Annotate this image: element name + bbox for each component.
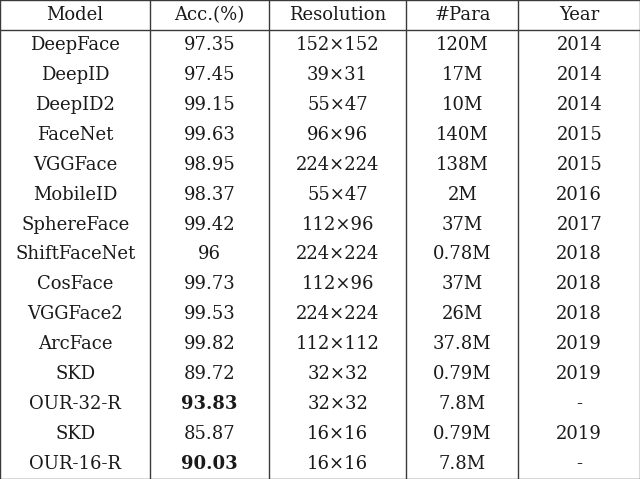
Text: Acc.(%): Acc.(%) <box>175 6 244 24</box>
Text: 98.37: 98.37 <box>184 185 236 204</box>
Text: 2014: 2014 <box>556 36 602 54</box>
Text: 96×96: 96×96 <box>307 125 368 144</box>
Text: Resolution: Resolution <box>289 6 386 24</box>
Text: DeepFace: DeepFace <box>30 36 120 54</box>
Text: 16×16: 16×16 <box>307 425 368 443</box>
Text: DeepID: DeepID <box>41 66 109 84</box>
Text: 99.42: 99.42 <box>184 216 236 234</box>
Text: 98.95: 98.95 <box>184 156 236 174</box>
Text: 10M: 10M <box>442 96 483 114</box>
Text: DeepID2: DeepID2 <box>35 96 115 114</box>
Text: MobileID: MobileID <box>33 185 117 204</box>
Text: Model: Model <box>47 6 104 24</box>
Text: 16×16: 16×16 <box>307 455 368 473</box>
Text: 2015: 2015 <box>556 156 602 174</box>
Text: 17M: 17M <box>442 66 483 84</box>
Text: 2015: 2015 <box>556 125 602 144</box>
Text: 0.79M: 0.79M <box>433 425 492 443</box>
Text: 2017: 2017 <box>556 216 602 234</box>
Text: SKD: SKD <box>55 365 95 383</box>
Text: CosFace: CosFace <box>37 275 113 294</box>
Text: 39×31: 39×31 <box>307 66 368 84</box>
Text: 2014: 2014 <box>556 96 602 114</box>
Text: 224×224: 224×224 <box>296 305 380 323</box>
Text: SphereFace: SphereFace <box>21 216 129 234</box>
Text: VGGFace2: VGGFace2 <box>28 305 123 323</box>
Text: 2018: 2018 <box>556 275 602 294</box>
Text: 32×32: 32×32 <box>307 365 368 383</box>
Text: 37M: 37M <box>442 216 483 234</box>
Text: VGGFace: VGGFace <box>33 156 117 174</box>
Text: 7.8M: 7.8M <box>439 455 486 473</box>
Text: 55×47: 55×47 <box>307 185 368 204</box>
Text: -: - <box>576 455 582 473</box>
Text: 7.8M: 7.8M <box>439 395 486 413</box>
Text: 224×224: 224×224 <box>296 156 380 174</box>
Text: 138M: 138M <box>436 156 489 174</box>
Text: 99.63: 99.63 <box>184 125 236 144</box>
Text: FaceNet: FaceNet <box>37 125 113 144</box>
Text: SKD: SKD <box>55 425 95 443</box>
Text: 37M: 37M <box>442 275 483 294</box>
Text: 0.79M: 0.79M <box>433 365 492 383</box>
Text: 2018: 2018 <box>556 245 602 263</box>
Text: ArcFace: ArcFace <box>38 335 113 354</box>
Text: 32×32: 32×32 <box>307 395 368 413</box>
Text: 99.73: 99.73 <box>184 275 236 294</box>
Text: 224×224: 224×224 <box>296 245 380 263</box>
Text: 112×96: 112×96 <box>301 275 374 294</box>
Text: #Para: #Para <box>434 6 491 24</box>
Text: 85.87: 85.87 <box>184 425 236 443</box>
Text: 112×112: 112×112 <box>296 335 380 354</box>
Text: 2018: 2018 <box>556 305 602 323</box>
Text: 2019: 2019 <box>556 335 602 354</box>
Text: 112×96: 112×96 <box>301 216 374 234</box>
Text: 97.35: 97.35 <box>184 36 236 54</box>
Text: 96: 96 <box>198 245 221 263</box>
Text: 152×152: 152×152 <box>296 36 380 54</box>
Text: 2019: 2019 <box>556 365 602 383</box>
Text: 0.78M: 0.78M <box>433 245 492 263</box>
Text: 2M: 2M <box>447 185 477 204</box>
Text: -: - <box>576 395 582 413</box>
Text: 93.83: 93.83 <box>181 395 238 413</box>
Text: 90.03: 90.03 <box>181 455 238 473</box>
Text: OUR-32-R: OUR-32-R <box>29 395 121 413</box>
Text: 2016: 2016 <box>556 185 602 204</box>
Text: 97.45: 97.45 <box>184 66 236 84</box>
Text: 99.15: 99.15 <box>184 96 236 114</box>
Text: 37.8M: 37.8M <box>433 335 492 354</box>
Text: 55×47: 55×47 <box>307 96 368 114</box>
Text: 26M: 26M <box>442 305 483 323</box>
Text: Year: Year <box>559 6 599 24</box>
Text: 120M: 120M <box>436 36 489 54</box>
Text: ShiftFaceNet: ShiftFaceNet <box>15 245 135 263</box>
Text: OUR-16-R: OUR-16-R <box>29 455 121 473</box>
Text: 99.53: 99.53 <box>184 305 236 323</box>
Text: 140M: 140M <box>436 125 489 144</box>
Text: 99.82: 99.82 <box>184 335 236 354</box>
Text: 89.72: 89.72 <box>184 365 236 383</box>
Text: 2019: 2019 <box>556 425 602 443</box>
Text: 2014: 2014 <box>556 66 602 84</box>
